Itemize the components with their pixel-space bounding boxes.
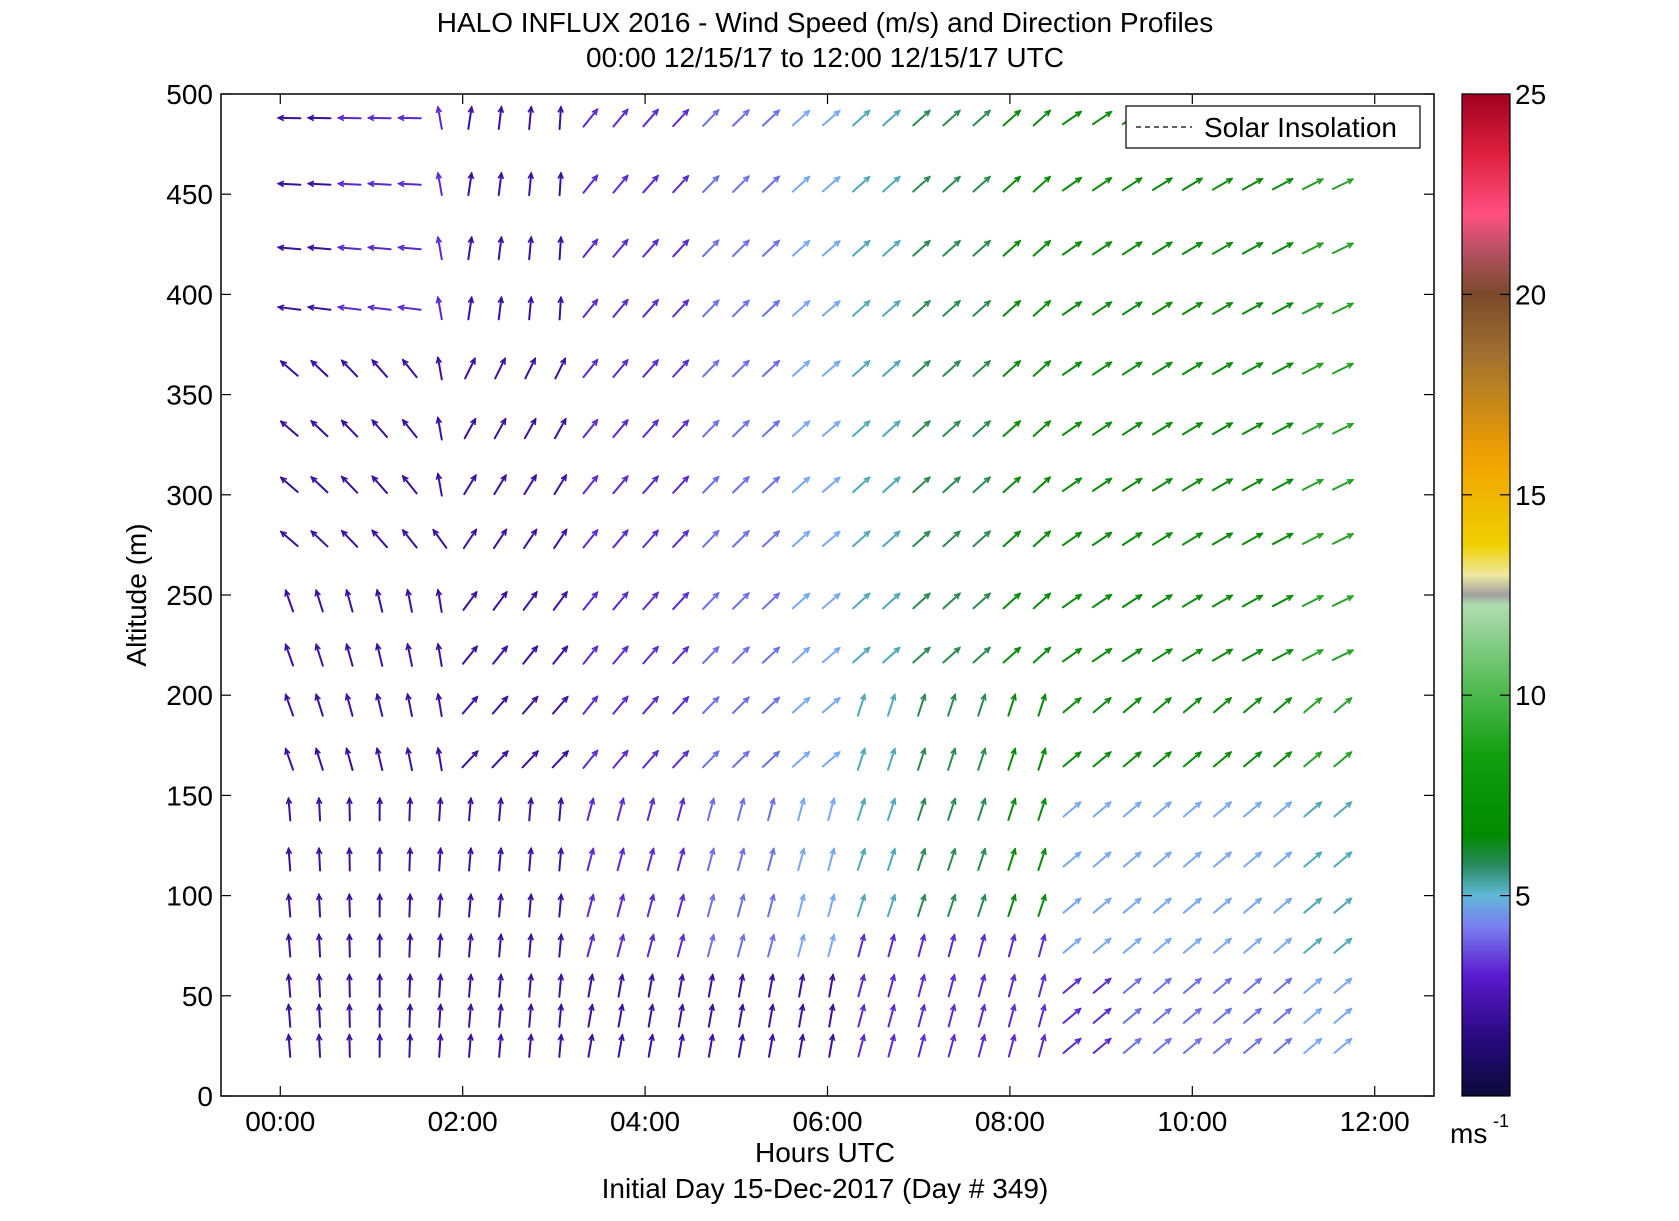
colorbar-tick-label: 25 — [1515, 79, 1546, 110]
colorbar-unit-exponent: -1 — [1493, 1111, 1509, 1131]
y-tick-label: 450 — [166, 179, 213, 210]
legend-label-solar-insolation: Solar Insolation — [1204, 112, 1397, 143]
legend: Solar Insolation — [1126, 106, 1420, 148]
colorbar-gradient — [1462, 94, 1510, 1096]
y-tick-label: 150 — [166, 780, 213, 811]
colorbar-unit-label: ms — [1450, 1118, 1487, 1149]
x-tick-label: 02:00 — [428, 1106, 498, 1137]
x-tick-label: 10:00 — [1157, 1106, 1227, 1137]
colorbar: 5 10 15 20 25 ms -1 — [1450, 79, 1546, 1149]
initial-day-caption: Initial Day 15-Dec-2017 (Day # 349) — [602, 1173, 1049, 1204]
colorbar-tick-label: 10 — [1515, 680, 1546, 711]
y-tick-label: 250 — [166, 580, 213, 611]
x-tick-label: 04:00 — [610, 1106, 680, 1137]
y-tick-label: 0 — [197, 1081, 213, 1112]
colorbar-tick-label: 5 — [1515, 881, 1531, 912]
colorbar-tick-label: 15 — [1515, 480, 1546, 511]
y-tick-label: 350 — [166, 380, 213, 411]
y-tick-label: 100 — [166, 881, 213, 912]
x-tick-label: 06:00 — [792, 1106, 862, 1137]
colorbar-tick-label: 20 — [1515, 279, 1546, 310]
x-tick-label: 12:00 — [1340, 1106, 1410, 1137]
y-tick-label: 400 — [166, 279, 213, 310]
y-tick-label: 200 — [166, 680, 213, 711]
y-tick-label: 50 — [182, 981, 213, 1012]
x-axis-label: Hours UTC — [755, 1137, 895, 1168]
x-tick-label: 08:00 — [975, 1106, 1045, 1137]
chart-subtitle: 00:00 12/15/17 to 12:00 12/15/17 UTC — [586, 42, 1064, 73]
x-tick-label: 00:00 — [245, 1106, 315, 1137]
y-tick-label: 500 — [166, 79, 213, 110]
y-tick-label: 300 — [166, 480, 213, 511]
y-axis-label: Altitude (m) — [121, 523, 152, 666]
chart-title: HALO INFLUX 2016 - Wind Speed (m/s) and … — [437, 7, 1214, 38]
